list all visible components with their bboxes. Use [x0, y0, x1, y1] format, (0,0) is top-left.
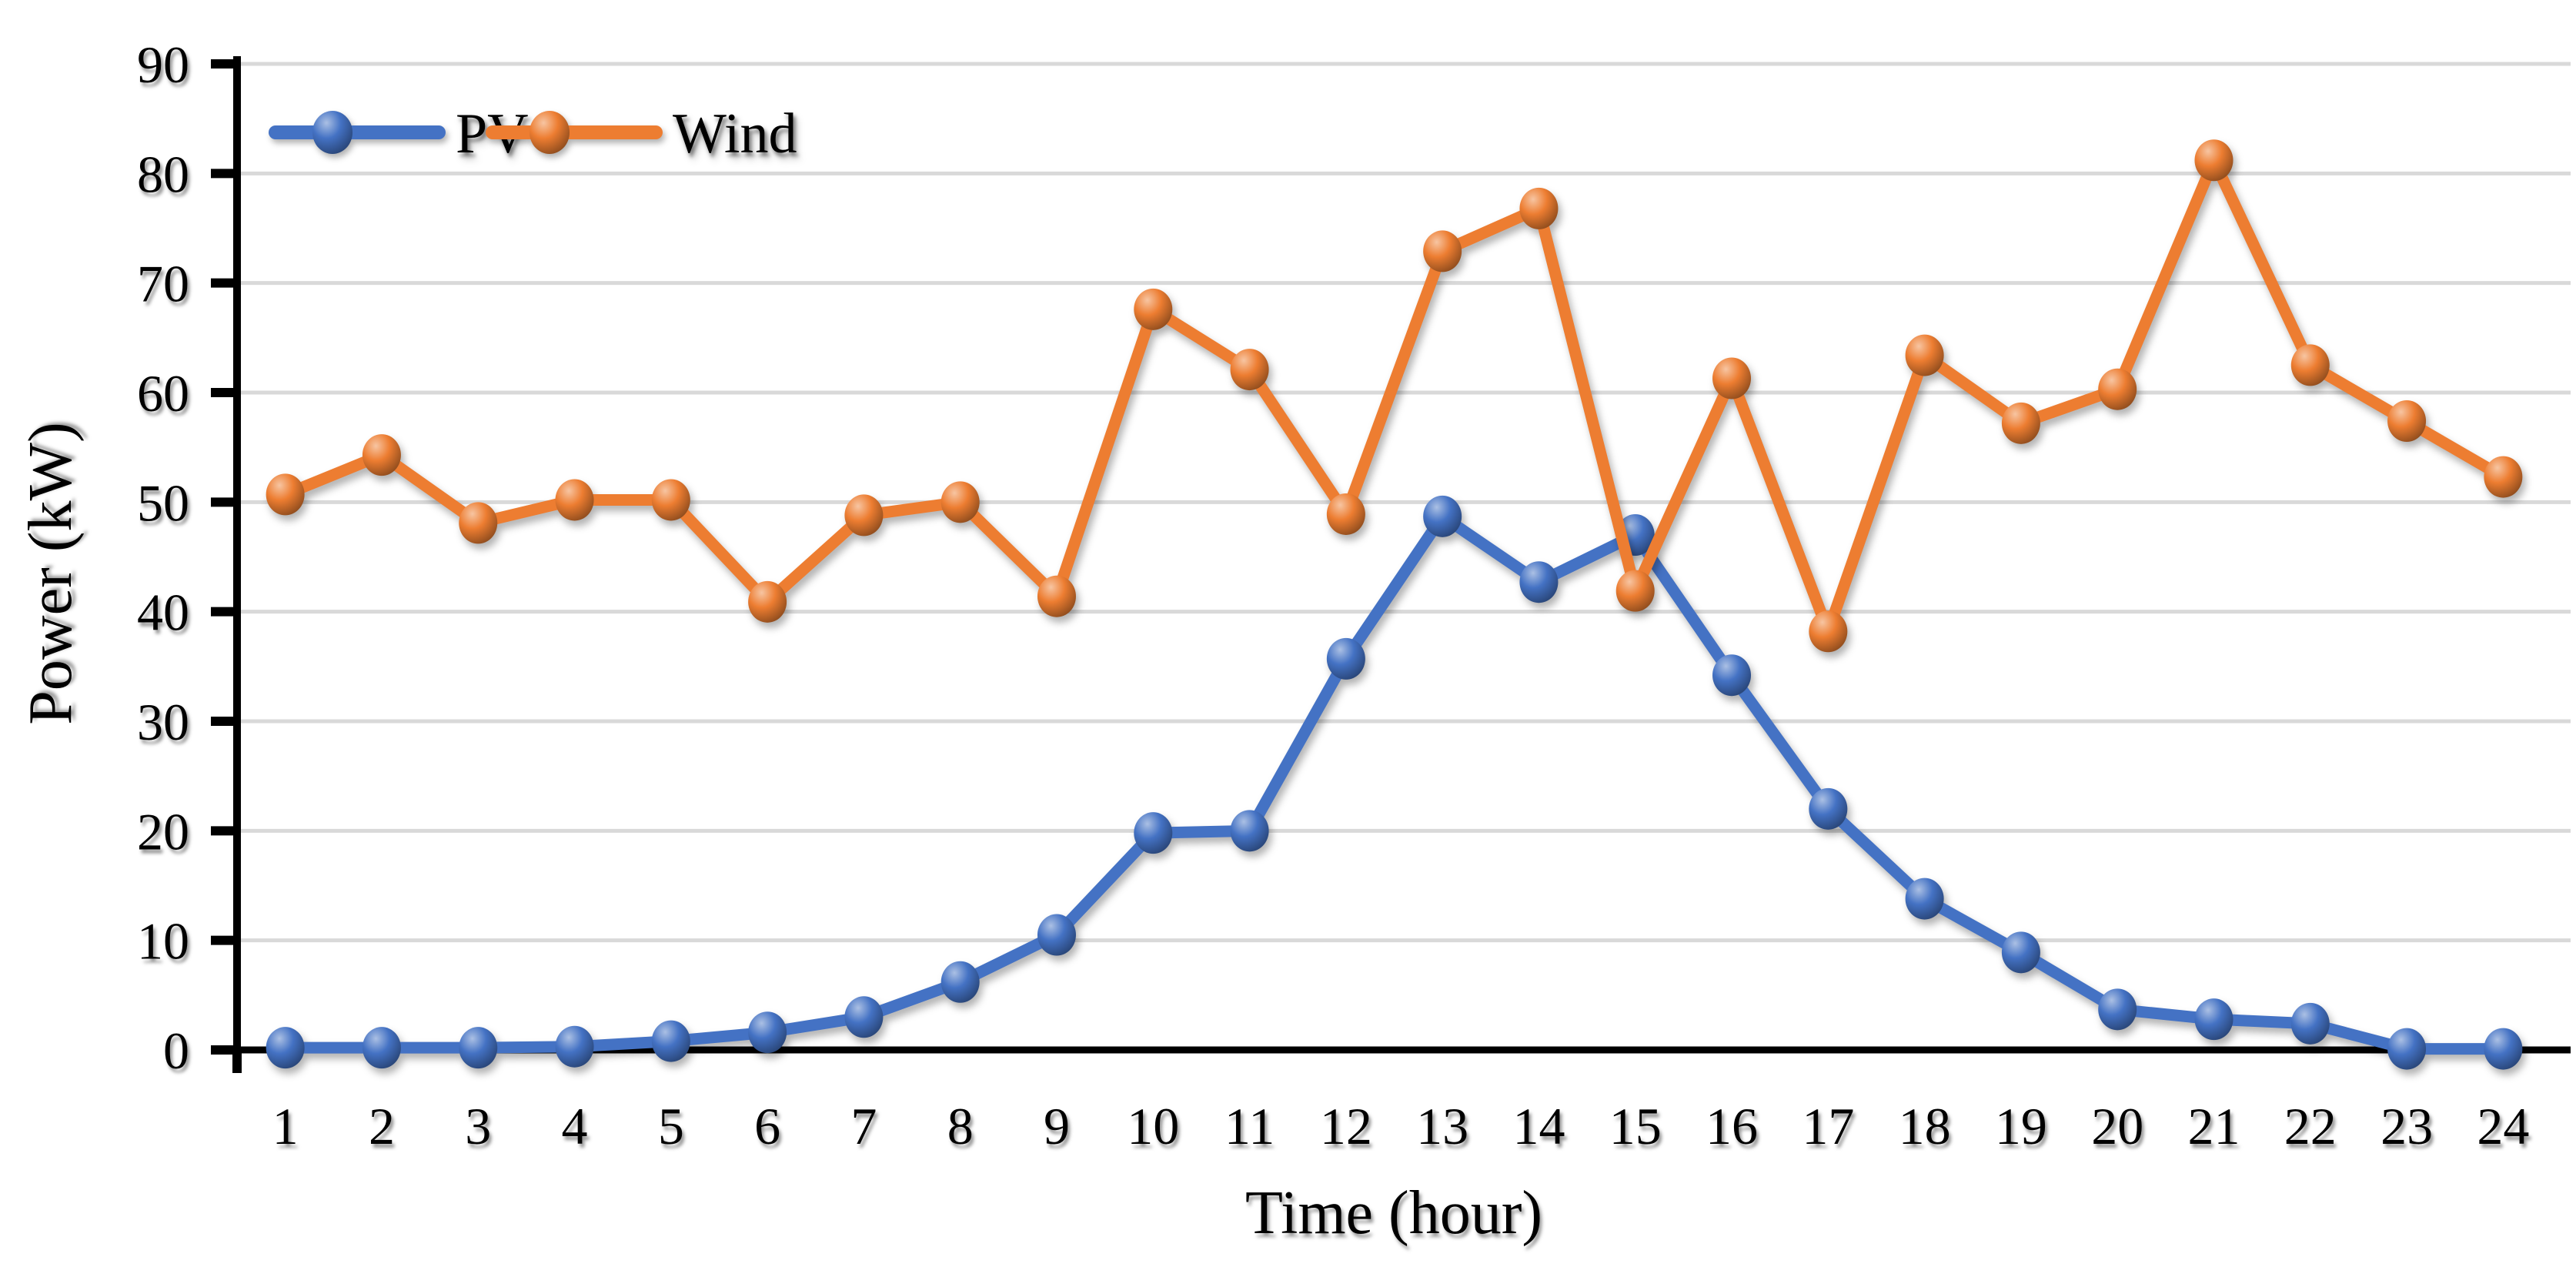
pv-marker-h21 — [2194, 998, 2234, 1041]
pv-marker-h7 — [844, 996, 884, 1038]
x-tick-label: 15 — [1609, 1097, 1662, 1155]
x-tick-label: 5 — [658, 1097, 684, 1155]
pv-marker-h5 — [651, 1020, 690, 1062]
wind-marker-h21 — [2194, 139, 2234, 182]
pv-marker-h16 — [1712, 654, 1752, 697]
y-tick-label: 20 — [137, 802, 189, 861]
pv-marker-h12 — [1326, 637, 1365, 680]
pv-marker-h6 — [748, 1011, 787, 1054]
wind-marker-h23 — [2387, 400, 2427, 443]
pv-marker-h10 — [1134, 812, 1173, 854]
x-tick-label: 21 — [2187, 1097, 2240, 1155]
x-tick-label: 12 — [1320, 1097, 1372, 1155]
wind-marker-h1 — [266, 473, 305, 516]
x-tick-label: 8 — [947, 1097, 974, 1155]
y-tick-label: 60 — [137, 364, 189, 423]
legend: PVWind — [269, 102, 797, 165]
x-tick-label: 1 — [272, 1097, 299, 1155]
pv-marker-h9 — [1037, 914, 1076, 956]
wind-marker-h19 — [2001, 402, 2040, 444]
y-tick-label: 40 — [137, 583, 189, 642]
pv-line — [279, 510, 2509, 1055]
x-tick-label: 10 — [1127, 1097, 1179, 1155]
pv-marker-h19 — [2001, 931, 2040, 974]
x-tick-label: 24 — [2477, 1097, 2529, 1155]
wind-marker-h22 — [2290, 344, 2330, 386]
series-wind — [266, 139, 2523, 653]
y-tick-label: 80 — [137, 145, 189, 203]
y-tick-label: 70 — [137, 255, 189, 313]
y-tick-label: 10 — [137, 912, 189, 971]
wind-marker-h3 — [459, 502, 498, 544]
pv-marker-h20 — [2098, 988, 2137, 1031]
x-tick-label: 20 — [2091, 1097, 2143, 1155]
pv-marker-h3 — [459, 1027, 498, 1069]
wind-marker-h5 — [651, 479, 690, 521]
wind-marker-h14 — [1519, 187, 1559, 229]
x-tick-label: 4 — [562, 1097, 588, 1155]
x-tick-label: 3 — [465, 1097, 491, 1155]
pv-marker-h1 — [266, 1027, 305, 1069]
pv-marker-h23 — [2387, 1028, 2427, 1070]
wind-marker-h13 — [1423, 230, 1462, 272]
legend-marker-sample — [530, 111, 570, 154]
pv-marker-h17 — [1809, 787, 1848, 830]
wind-marker-h2 — [362, 434, 401, 476]
wind-marker-h16 — [1712, 357, 1752, 399]
x-tick-label: 22 — [2284, 1097, 2337, 1155]
legend-label-wind: Wind — [673, 102, 797, 165]
wind-marker-h11 — [1230, 349, 1269, 391]
x-axis-title: Time (hour) — [1245, 1179, 1542, 1247]
x-tick-label: 2 — [369, 1097, 395, 1155]
x-tick-label: 17 — [1802, 1097, 1854, 1155]
x-tick-label: 13 — [1416, 1097, 1468, 1155]
pv-marker-h4 — [555, 1025, 594, 1068]
wind-marker-h24 — [2484, 456, 2523, 498]
wind-marker-h20 — [2098, 368, 2137, 410]
y-tick-label: 0 — [163, 1021, 189, 1080]
x-tick-label: 7 — [850, 1097, 877, 1155]
pv-marker-h11 — [1230, 810, 1269, 852]
axes — [211, 56, 2571, 1073]
x-tick-label: 16 — [1706, 1097, 1758, 1155]
pv-marker-h22 — [2290, 1002, 2330, 1045]
wind-marker-h12 — [1326, 493, 1365, 535]
pv-marker-h13 — [1423, 495, 1462, 537]
x-tick-label: 19 — [1995, 1097, 2047, 1155]
wind-marker-h9 — [1037, 575, 1076, 617]
pv-marker-h2 — [362, 1027, 401, 1069]
wind-marker-h15 — [1615, 570, 1655, 612]
pv-marker-h18 — [1905, 878, 1944, 920]
y-tick-label: 50 — [137, 473, 189, 532]
y-tick-label: 30 — [137, 693, 189, 751]
legend-item-wind: Wind — [486, 102, 797, 165]
series-pv — [266, 495, 2523, 1070]
x-tick-label: 18 — [1899, 1097, 1951, 1155]
y-tick-label: 90 — [137, 35, 189, 94]
wind-marker-h7 — [844, 494, 884, 537]
x-tick-label: 9 — [1044, 1097, 1070, 1155]
wind-marker-h4 — [555, 479, 594, 521]
pv-marker-h8 — [941, 961, 980, 1003]
x-tick-label: 23 — [2381, 1097, 2433, 1155]
x-tick-label: 14 — [1512, 1097, 1565, 1155]
y-axis-title: Power (kW) — [17, 422, 85, 724]
legend-marker-sample — [312, 111, 352, 154]
pv-marker-h14 — [1519, 561, 1559, 603]
wind-marker-h17 — [1809, 610, 1848, 653]
wind-line — [279, 154, 2509, 637]
series-layer — [266, 139, 2523, 1070]
wind-marker-h8 — [941, 481, 980, 523]
wind-marker-h18 — [1905, 334, 1944, 376]
x-tick-label: 11 — [1225, 1097, 1275, 1155]
x-tick-label: 6 — [754, 1097, 780, 1155]
pv-marker-h24 — [2484, 1028, 2523, 1070]
wind-marker-h10 — [1134, 288, 1173, 330]
wind-marker-h6 — [748, 580, 787, 623]
